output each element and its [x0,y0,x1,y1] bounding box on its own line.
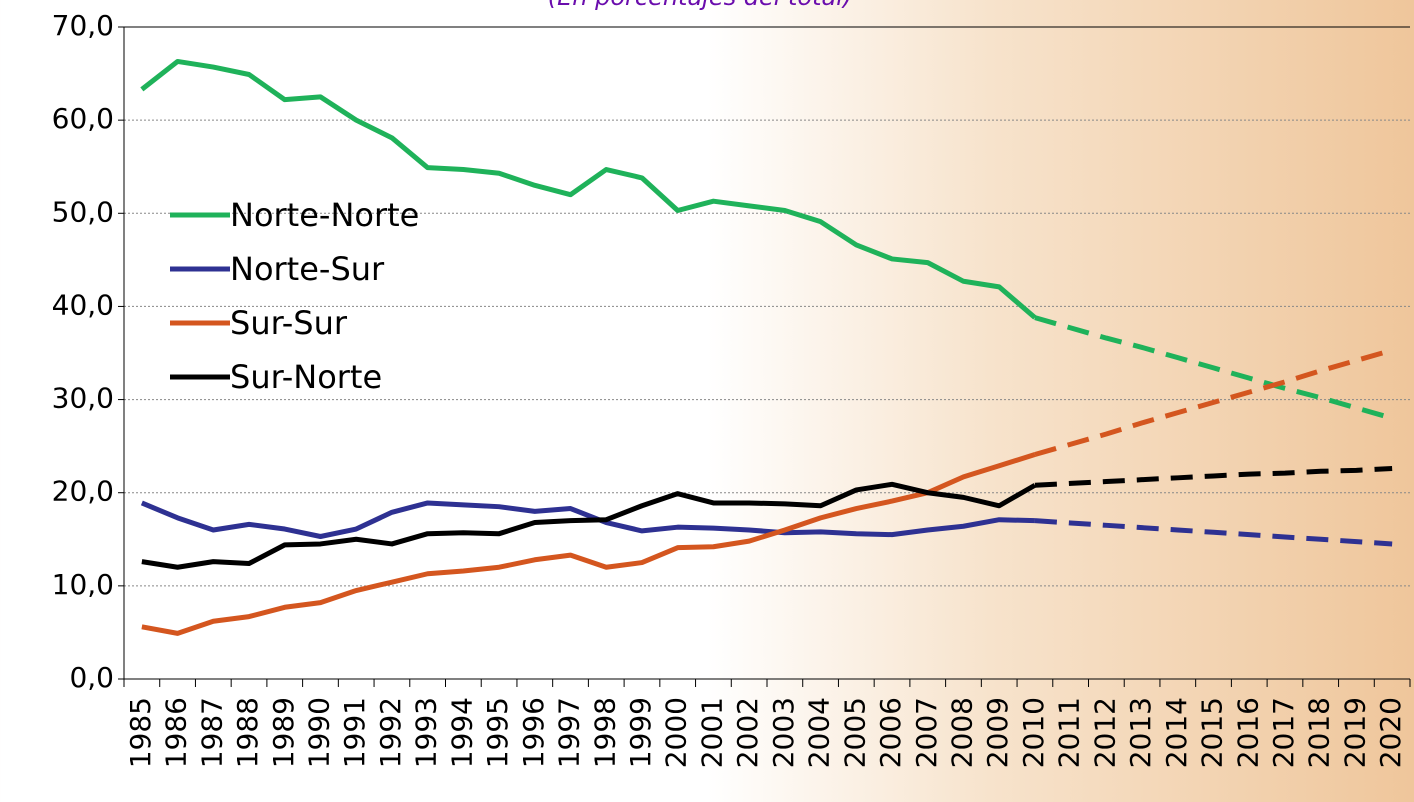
chart-subtitle: (En porcentajes del total) [548,0,853,11]
y-tick-label: 20,0 [52,475,114,508]
y-tick-label: 30,0 [52,382,114,415]
chart: (En porcentajes del total) 0,0 10,0 20,0 30… [0,0,1414,798]
x-tick-label: 2019 [1338,697,1371,768]
legend-label: Sur-Norte [230,358,382,396]
x-tick-label: 2010 [1017,697,1050,768]
x-tick-label: 2009 [981,697,1014,768]
projection-line [1035,521,1392,544]
x-tick-label: 2005 [838,697,871,768]
x-tick-label: 2008 [945,697,978,768]
x-tick-label: 1993 [410,697,443,768]
x-tick-label: 1999 [624,697,657,768]
x-tick-label: 1998 [588,697,621,768]
x-tick-label: 2015 [1196,697,1229,768]
x-tick-label: 1992 [374,697,407,768]
x-tick-label: 2001 [695,697,728,768]
x-tick-label: 2003 [767,697,800,768]
legend-label: Norte-Norte [230,196,419,234]
x-tick-label: 2006 [874,697,907,768]
x-tick-label: 2014 [1160,697,1193,768]
series-line [142,455,1035,634]
x-tick-label: 1991 [338,697,371,768]
x-tick-label: 2018 [1303,697,1336,768]
x-tick-label: 1996 [517,697,550,768]
x-tick-label: 1989 [267,697,300,768]
x-tick-label: 2016 [1231,697,1264,768]
y-tick-label: 0,0 [69,661,114,694]
x-tick-label: 2007 [910,697,943,768]
x-tick-label: 1997 [553,697,586,768]
x-tick-label: 1988 [231,697,264,768]
x-tick-label: 2020 [1374,697,1407,768]
x-tick-label: 2013 [1124,697,1157,768]
x-tick-label: 2011 [1053,697,1086,768]
x-tick-label: 2012 [1088,697,1121,768]
x-tick-label: 2004 [803,697,836,768]
projection-line [1035,468,1392,485]
x-tick-label: 1990 [302,697,335,768]
y-tick-label: 60,0 [52,102,114,135]
x-tick-label: 2000 [660,697,693,768]
x-tick-label: 1994 [445,697,478,768]
x-tick-label: 2002 [731,697,764,768]
x-tick-label: 1995 [481,697,514,768]
y-tick-label: 50,0 [52,195,114,228]
legend-label: Sur-Sur [230,304,348,342]
x-tick-label: 2017 [1267,697,1300,768]
x-tick-label: 1985 [124,697,157,768]
x-tick-label: 1987 [195,697,228,768]
legend-label: Norte-Sur [230,250,385,288]
y-tick-label: 10,0 [52,568,114,601]
y-tick-label: 40,0 [52,288,114,321]
x-tick-label: 1986 [160,697,193,768]
y-tick-label: 70,0 [52,9,114,42]
